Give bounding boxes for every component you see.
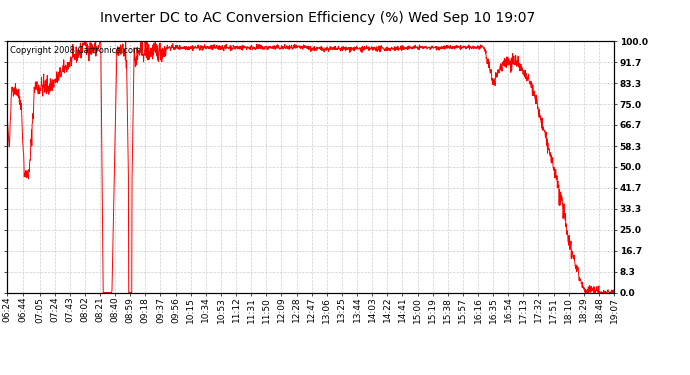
Text: Copyright 2008 Cartronics.com: Copyright 2008 Cartronics.com [10,46,141,55]
Text: Inverter DC to AC Conversion Efficiency (%) Wed Sep 10 19:07: Inverter DC to AC Conversion Efficiency … [100,11,535,25]
